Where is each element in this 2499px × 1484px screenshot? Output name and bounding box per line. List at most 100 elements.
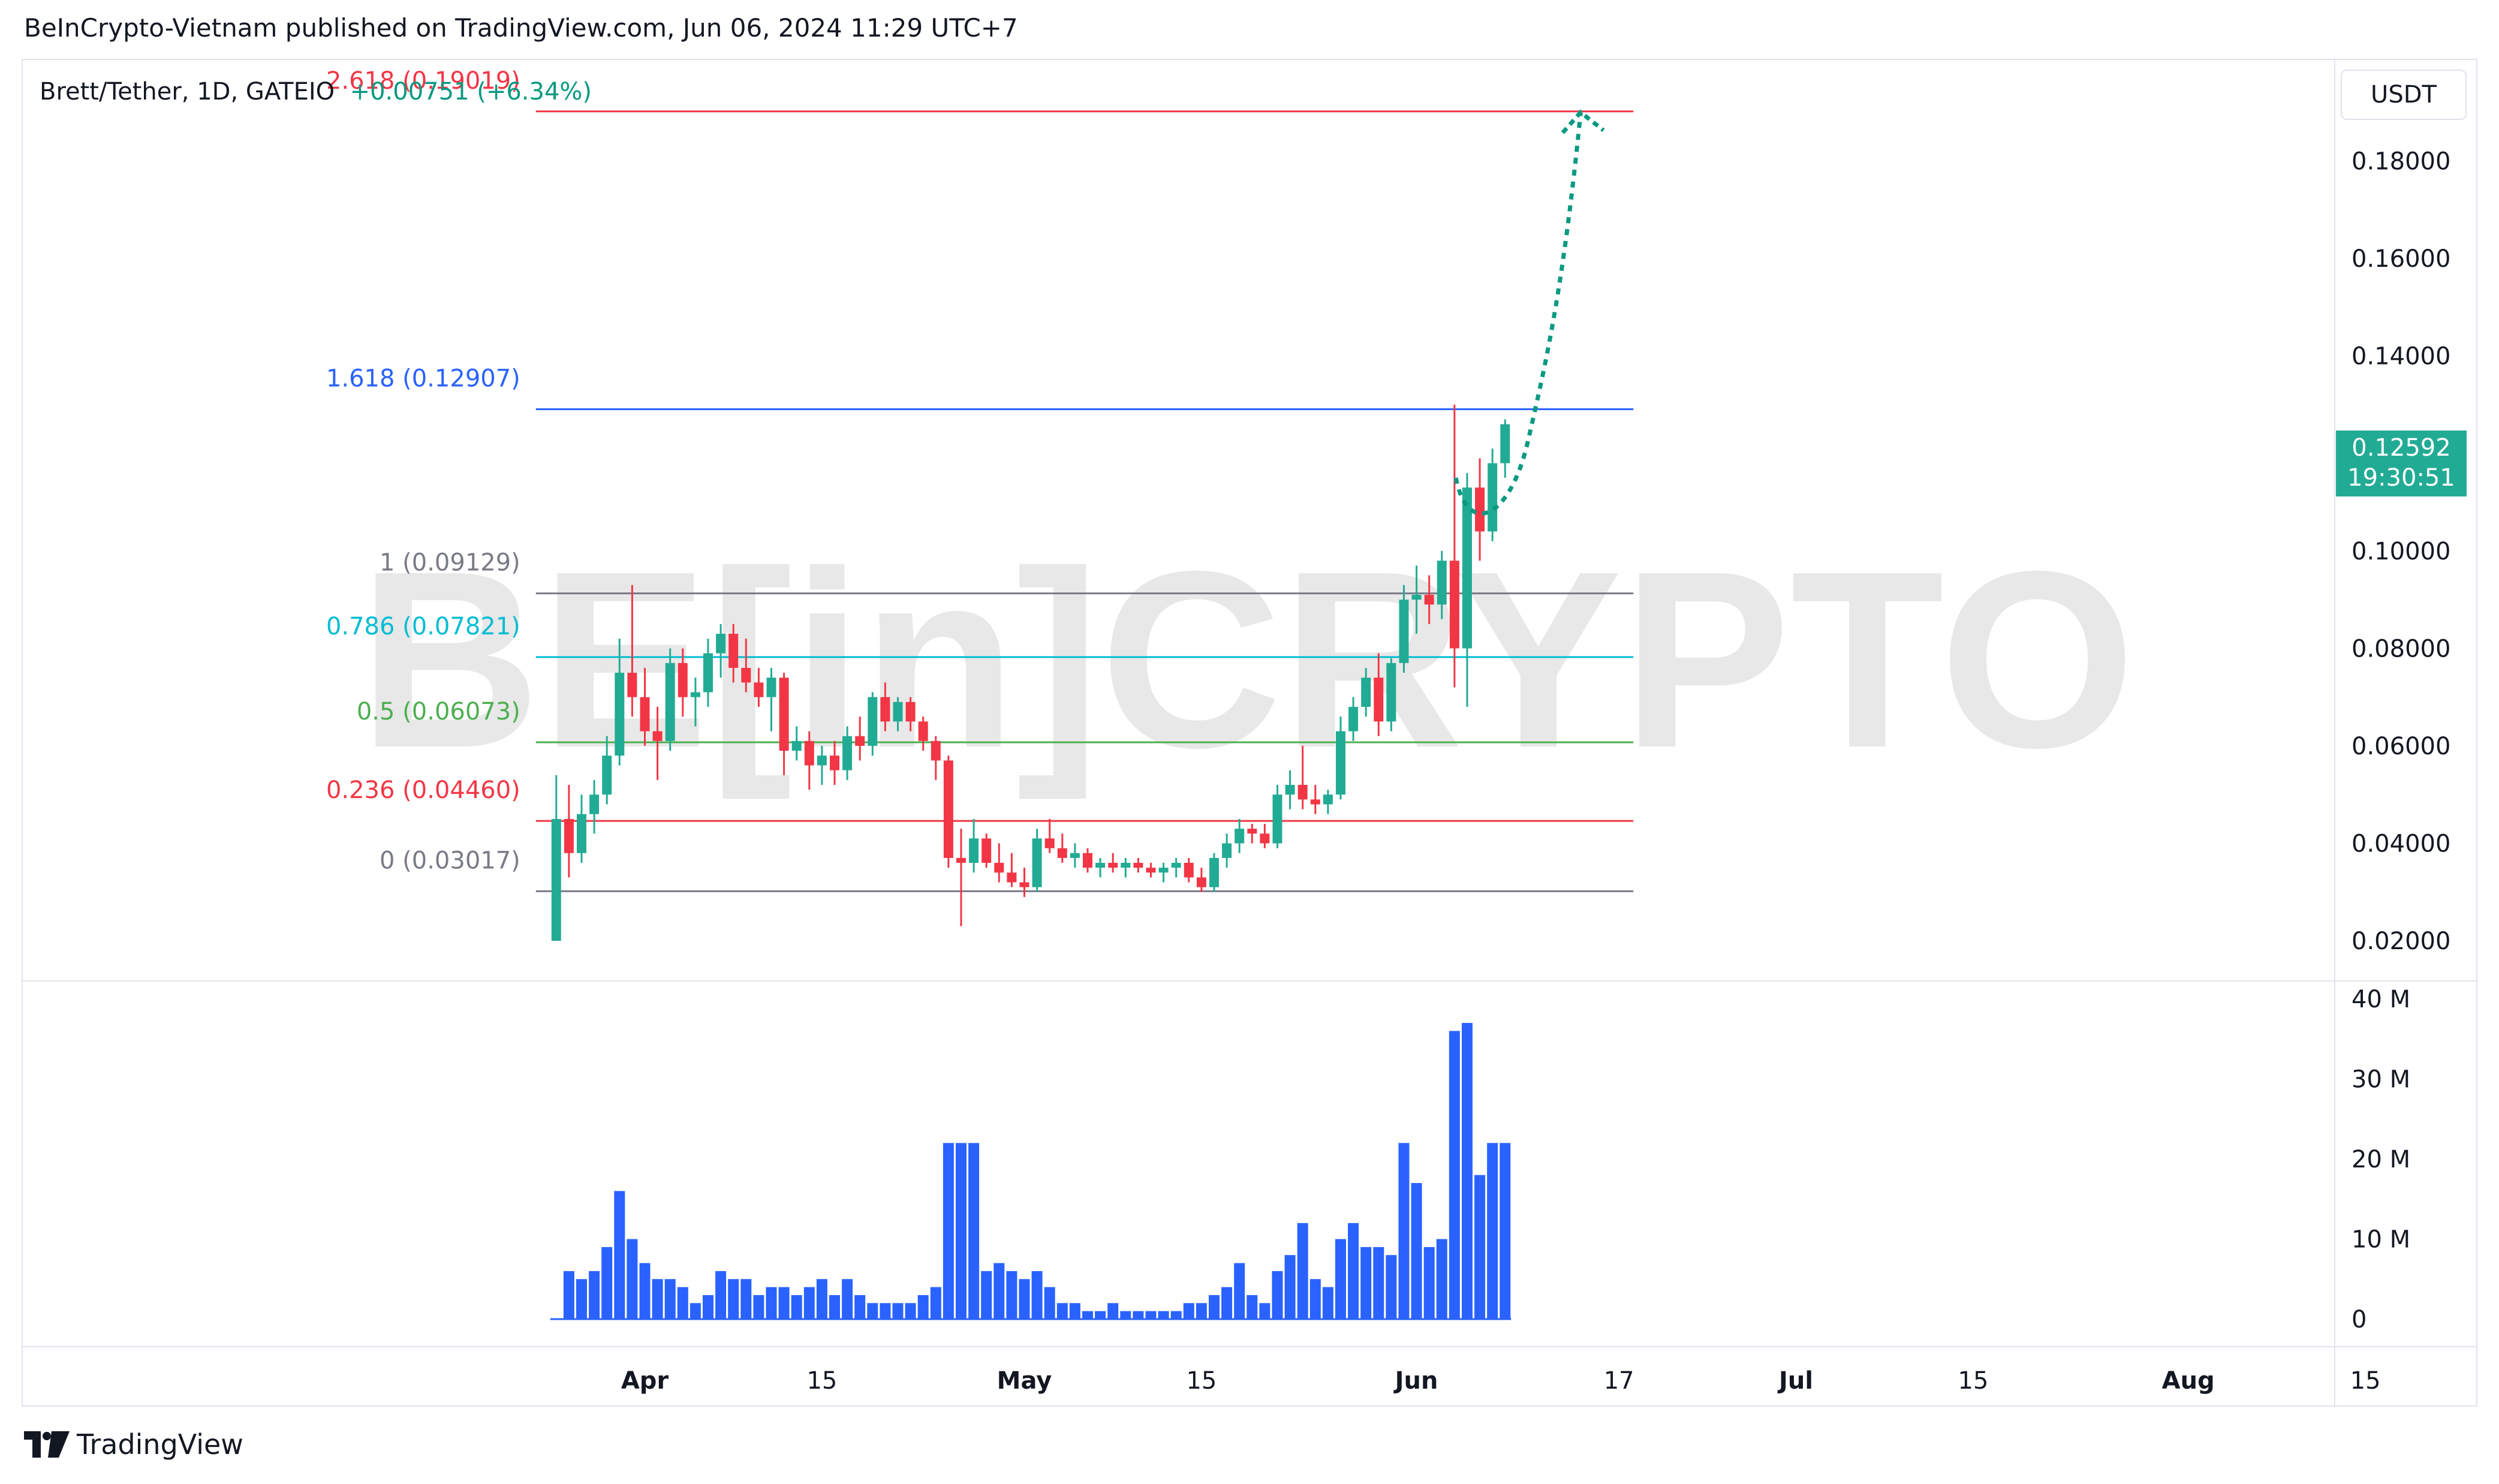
time-tick-label: 15 bbox=[1186, 1367, 1217, 1395]
candle-body bbox=[1108, 863, 1118, 868]
candle-body bbox=[1083, 853, 1092, 868]
candle-body bbox=[754, 682, 764, 697]
candle-body bbox=[1146, 868, 1156, 873]
candle-body bbox=[893, 702, 903, 722]
time-tick-label: Jul bbox=[1777, 1367, 1813, 1395]
candle-body bbox=[1057, 848, 1067, 858]
volume-bars bbox=[550, 1023, 1512, 1320]
candle-body bbox=[1121, 863, 1131, 868]
currency-unit-button[interactable]: USDT bbox=[2341, 70, 2467, 120]
volume-bar bbox=[1322, 1287, 1333, 1319]
volume-bar bbox=[1247, 1295, 1258, 1319]
candle-body bbox=[1411, 594, 1422, 600]
time-axis[interactable]: Apr 15 May 15 Jun 17 Jul 15 Aug 15 bbox=[621, 1367, 2381, 1395]
volume-bar bbox=[956, 1143, 967, 1319]
candle-body bbox=[1500, 424, 1510, 463]
candle-body bbox=[1285, 784, 1295, 795]
volume-bar bbox=[1348, 1223, 1359, 1319]
volume-bar bbox=[905, 1303, 916, 1319]
candle-body bbox=[1158, 868, 1169, 873]
candle-body bbox=[703, 653, 713, 693]
time-tick-label: 15 bbox=[1958, 1367, 1989, 1395]
candle-body bbox=[1488, 463, 1498, 532]
candle-body bbox=[1361, 678, 1371, 707]
volume-bar bbox=[981, 1271, 992, 1319]
tradingview-brand[interactable]: TradingView bbox=[24, 1428, 243, 1461]
candle-body bbox=[994, 863, 1004, 873]
projection-arrow[interactable] bbox=[1453, 109, 1605, 516]
time-tick-label: 15 bbox=[806, 1367, 837, 1395]
candle-body bbox=[1184, 863, 1194, 878]
volume-bar bbox=[652, 1279, 663, 1319]
volume-bar bbox=[1196, 1303, 1207, 1319]
candle-body bbox=[1007, 872, 1017, 883]
last-price-tag: 0.12592 19:30:51 bbox=[2336, 431, 2467, 496]
candle-body bbox=[1437, 561, 1447, 605]
fib-level-label: 0.5 (0.06073) bbox=[357, 698, 520, 726]
candle-body bbox=[741, 667, 751, 683]
volume-bar bbox=[690, 1303, 701, 1319]
projection-path bbox=[1453, 112, 1583, 516]
price-axis[interactable]: 0.180000.160000.140000.120000.100000.080… bbox=[2352, 148, 2450, 955]
volume-bar bbox=[1335, 1239, 1346, 1319]
volume-bar bbox=[854, 1295, 866, 1319]
volume-bar bbox=[728, 1279, 739, 1319]
volume-bar bbox=[829, 1295, 840, 1319]
time-tick-label: Apr bbox=[621, 1367, 669, 1395]
watermark: BE[in]CRYPTO bbox=[359, 519, 2135, 802]
volume-bar bbox=[1373, 1247, 1384, 1319]
volume-tick-label: 30 M bbox=[2352, 1066, 2410, 1094]
candle-body bbox=[589, 794, 600, 814]
volume-bar bbox=[1209, 1295, 1220, 1319]
volume-bar bbox=[880, 1303, 891, 1319]
volume-bar bbox=[1309, 1279, 1321, 1319]
volume-bar bbox=[993, 1263, 1005, 1319]
volume-tick-label: 0 bbox=[2352, 1306, 2366, 1334]
candle-body bbox=[627, 673, 637, 697]
candle-body bbox=[1070, 853, 1080, 858]
candle-body bbox=[1235, 829, 1245, 844]
time-tick-label: May bbox=[997, 1367, 1052, 1395]
publication-header: BeInCrypto-Vietnam published on TradingV… bbox=[24, 13, 1018, 43]
candle-body bbox=[602, 755, 612, 795]
volume-bar bbox=[1234, 1263, 1245, 1319]
candle-body bbox=[615, 673, 625, 756]
volume-bar bbox=[753, 1295, 764, 1319]
volume-bar bbox=[1221, 1287, 1233, 1319]
price-tick-label: 0.08000 bbox=[2352, 635, 2450, 663]
candle-body bbox=[868, 697, 878, 746]
volume-bar bbox=[576, 1279, 587, 1319]
volume-bar bbox=[968, 1143, 980, 1319]
candle-body bbox=[1044, 838, 1055, 848]
fib-level-label: 0 (0.03017) bbox=[380, 847, 520, 874]
volume-bar bbox=[563, 1271, 574, 1319]
volume-bar bbox=[1487, 1143, 1498, 1319]
volume-bar bbox=[740, 1279, 752, 1319]
volume-bar bbox=[1145, 1311, 1157, 1319]
candle-body bbox=[969, 838, 979, 863]
price-tick-label: 0.06000 bbox=[2352, 733, 2450, 760]
volume-bar bbox=[1107, 1303, 1119, 1319]
volume-bar bbox=[715, 1271, 727, 1319]
bar-countdown: 19:30:51 bbox=[2347, 464, 2455, 492]
symbol-name: Brett/Tether, 1D, GATEIO bbox=[40, 78, 335, 106]
volume-bar bbox=[1183, 1303, 1194, 1319]
volume-bar bbox=[1031, 1271, 1043, 1319]
volume-bar bbox=[1411, 1183, 1422, 1319]
candle-body bbox=[1032, 838, 1042, 887]
candle-body bbox=[1336, 731, 1345, 795]
volume-bar bbox=[1120, 1311, 1131, 1319]
candle-body bbox=[1374, 678, 1384, 722]
volume-bar bbox=[614, 1191, 625, 1319]
price-tick-label: 0.14000 bbox=[2352, 343, 2450, 371]
candle-body bbox=[1019, 882, 1029, 887]
symbol-legend[interactable]: Brett/Tether, 1D, GATEIO +0.00751 (+6.34… bbox=[40, 78, 592, 106]
volume-bar bbox=[1044, 1287, 1055, 1319]
fibonacci-levels[interactable]: 2.618 (0.19019) 1.618 (0.12907) 1 (0.09129… bbox=[326, 67, 1634, 892]
fib-level-label: 1 (0.09129) bbox=[380, 549, 520, 577]
candle-body bbox=[918, 721, 928, 741]
candle-body bbox=[1462, 487, 1472, 649]
candle-body bbox=[1133, 863, 1143, 868]
candle-body bbox=[830, 755, 839, 770]
